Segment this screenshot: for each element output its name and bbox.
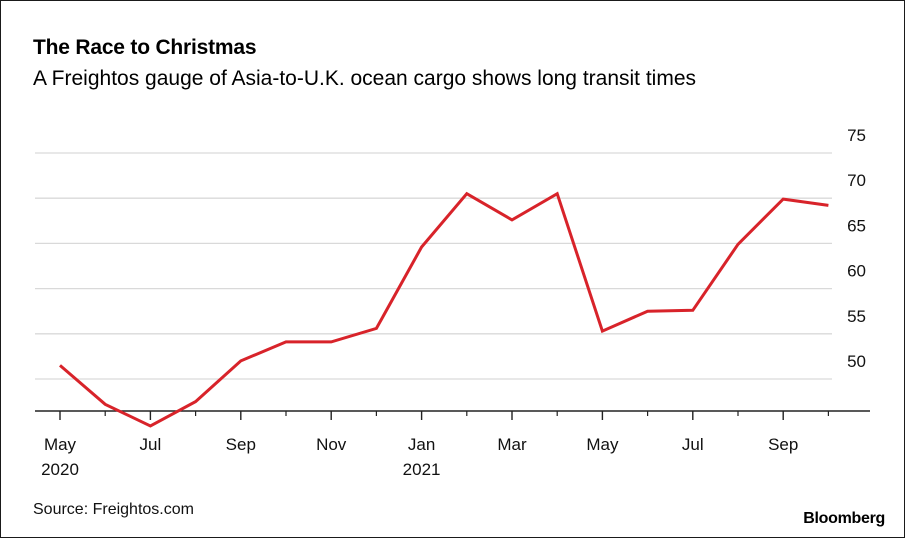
y-tick-label: 50 — [847, 352, 866, 371]
y-tick-labels: 50 55 60 65 70 75 — [847, 126, 866, 371]
chart-subtitle: A Freightos gauge of Asia-to-U.K. ocean … — [33, 67, 697, 90]
x-axis — [35, 410, 870, 420]
x-tick-label: Jul — [682, 435, 704, 454]
x-tick-label: Jan — [408, 435, 435, 454]
x-tick-year-label: 2020 — [41, 460, 79, 479]
x-tick-label: May — [586, 435, 619, 454]
y-tick-label: 65 — [847, 216, 866, 235]
x-tick-label: May — [44, 435, 77, 454]
series-line-0 — [59, 191, 829, 428]
x-tick-labels: May 2020 Jul Sep Nov Jan 2021 Mar May Jul Sep — [41, 435, 798, 479]
x-tick-label: Nov — [316, 435, 347, 454]
bloomberg-logo: Bloomberg — [803, 510, 885, 527]
y-tick-label: 60 — [847, 262, 866, 281]
data-series — [59, 191, 829, 428]
chart-title: The Race to Christmas — [33, 36, 257, 59]
x-tick-label: Jul — [140, 435, 162, 454]
y-tick-label: 70 — [847, 171, 866, 190]
y-tick-label: 55 — [847, 307, 866, 326]
x-tick-label: Mar — [497, 435, 527, 454]
grid-lines — [35, 152, 832, 380]
x-tick-label: Sep — [768, 435, 798, 454]
x-tick-year-label: 2021 — [403, 460, 441, 479]
source-note: Source: Freightos.com — [33, 501, 194, 518]
x-tick-label: Sep — [226, 435, 256, 454]
y-tick-label: 75 — [847, 126, 866, 145]
